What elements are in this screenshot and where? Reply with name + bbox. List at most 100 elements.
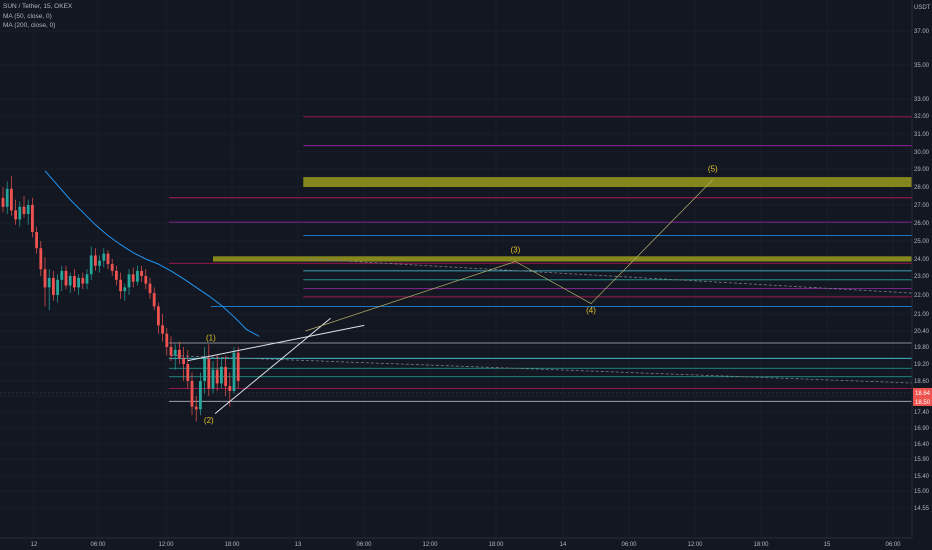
candle-body (232, 352, 236, 391)
horizontal-levels (168, 116, 912, 402)
time-tick-label: 18:00 (488, 542, 504, 548)
current-price-tag-bg (913, 388, 932, 397)
candle-body (157, 306, 160, 326)
price-tick-label: 30.00 (914, 150, 930, 156)
time-axis[interactable]: 12 06:00 12:00 18:00 13 06:00 12:00 18:00 14 06:0… (0, 537, 932, 550)
price-tick-label: 19.20 (914, 362, 930, 368)
dashed-trendline-1 (170, 355, 913, 384)
price-axis-ticks: 37.00 35.00 33.00 32.00 31.00 30.00 29.00 28.00… (914, 29, 930, 512)
price-tick-label: 15.00 (914, 489, 930, 495)
candle-body (31, 205, 34, 232)
time-tick-label: 12:00 (158, 542, 174, 548)
candle-body (211, 369, 215, 389)
time-tick-label: 12 (31, 542, 38, 548)
candle-body (173, 349, 177, 356)
price-tick-label: 35.00 (914, 63, 930, 69)
supply-zone-1 (213, 256, 912, 262)
ma50-line-group (44, 170, 260, 337)
wedge-trendlines (187, 317, 365, 414)
elliott-path-line (305, 179, 714, 332)
price-tick-label: 17.40 (914, 410, 930, 416)
candle-body (115, 270, 118, 280)
time-tick-label: 14 (560, 542, 567, 548)
candle-body (199, 381, 202, 410)
price-tick-label: 25.00 (914, 239, 930, 245)
chart-grid (0, 0, 912, 538)
price-tick-label: 19.80 (914, 345, 930, 351)
price-tick-label: 20.40 (914, 329, 930, 335)
candle-body (110, 264, 114, 271)
candle-body (161, 325, 164, 334)
time-tick-label: 06:00 (885, 542, 901, 548)
candle-body (131, 274, 135, 282)
wedge-line-0 (187, 324, 365, 362)
time-tick-label: 12:00 (422, 542, 438, 548)
time-axis-ticks: 12 06:00 12:00 18:00 13 06:00 12:00 18:00 14 06:0… (31, 542, 902, 548)
candle-body (73, 276, 76, 288)
candle-body (127, 274, 131, 288)
price-tick-label: 26.00 (914, 221, 930, 227)
candle-body (144, 276, 148, 284)
symbol-info[interactable]: SUN / Tether, 15, OKEX (3, 3, 73, 10)
candle-body (77, 277, 80, 288)
price-tick-label: 16.90 (914, 426, 930, 432)
candle-body (68, 276, 72, 286)
price-axis-currency: USDT (914, 5, 931, 11)
candle-body (1, 197, 5, 207)
elliott-wave-labels: (1) (2) (3) (4) (5) (204, 165, 718, 426)
candle-body (18, 206, 22, 220)
candle-body (220, 366, 223, 384)
elliott-wave-path (305, 179, 714, 332)
candle-body (207, 358, 211, 389)
candle-body (56, 279, 59, 295)
candle-body (186, 364, 190, 381)
price-tick-label: 21.00 (914, 312, 930, 318)
candle-body (81, 277, 85, 284)
candle-body (64, 270, 68, 286)
candlesticks[interactable] (1, 176, 240, 422)
candle-body (22, 206, 26, 214)
candle-body (35, 232, 38, 249)
supply-zone-0 (303, 177, 912, 187)
candle-body (152, 293, 156, 307)
dashed-trendlines (170, 258, 913, 384)
price-tick-label: 14.55 (914, 506, 930, 512)
ma200-legend[interactable]: MA (200, close, 0) (3, 22, 56, 29)
ma50-legend[interactable]: MA (50, close, 0) (3, 12, 52, 20)
candle-body (85, 274, 89, 284)
candle-body (123, 287, 127, 292)
wave-label-2: (3) (511, 246, 521, 255)
candle-body (140, 270, 143, 276)
candle-body (26, 205, 30, 214)
time-axis-background (0, 538, 932, 550)
candle-body (39, 248, 43, 270)
candle-body (106, 253, 110, 265)
price-tick-label: 27.00 (914, 203, 930, 209)
ma50-line (44, 170, 260, 337)
wave-label-4: (5) (708, 165, 718, 174)
price-tick-label: 31.00 (914, 132, 930, 138)
price-tick-label: 23.00 (914, 274, 930, 280)
candle-body (169, 347, 173, 356)
candle-body (43, 269, 47, 288)
price-axis[interactable]: USDT 37.00 35.00 33.00 32.00 31.00 30.00 29.00… (911, 0, 932, 538)
price-tick-label: 16.40 (914, 442, 930, 448)
candle-body (190, 381, 194, 407)
time-tick-label: 06:00 (90, 542, 106, 548)
candle-body (182, 358, 185, 364)
ma-tag-bg (913, 397, 932, 406)
candle-body (136, 270, 139, 282)
time-tick-label: 13 (295, 542, 302, 548)
candle-body (228, 386, 232, 391)
candle-body (224, 366, 227, 386)
time-tick-label: 06:00 (621, 542, 637, 548)
chart-legend: SUN / Tether, 15, OKEX MA (50, close, 0)… (3, 2, 72, 31)
candle-body (47, 277, 51, 288)
time-tick-label: 12:00 (687, 542, 703, 548)
price-tick-label: 33.00 (914, 97, 930, 103)
price-tick-label: 15.90 (914, 457, 930, 463)
candle-body (52, 277, 55, 295)
dashed-trendline-0 (309, 258, 913, 294)
